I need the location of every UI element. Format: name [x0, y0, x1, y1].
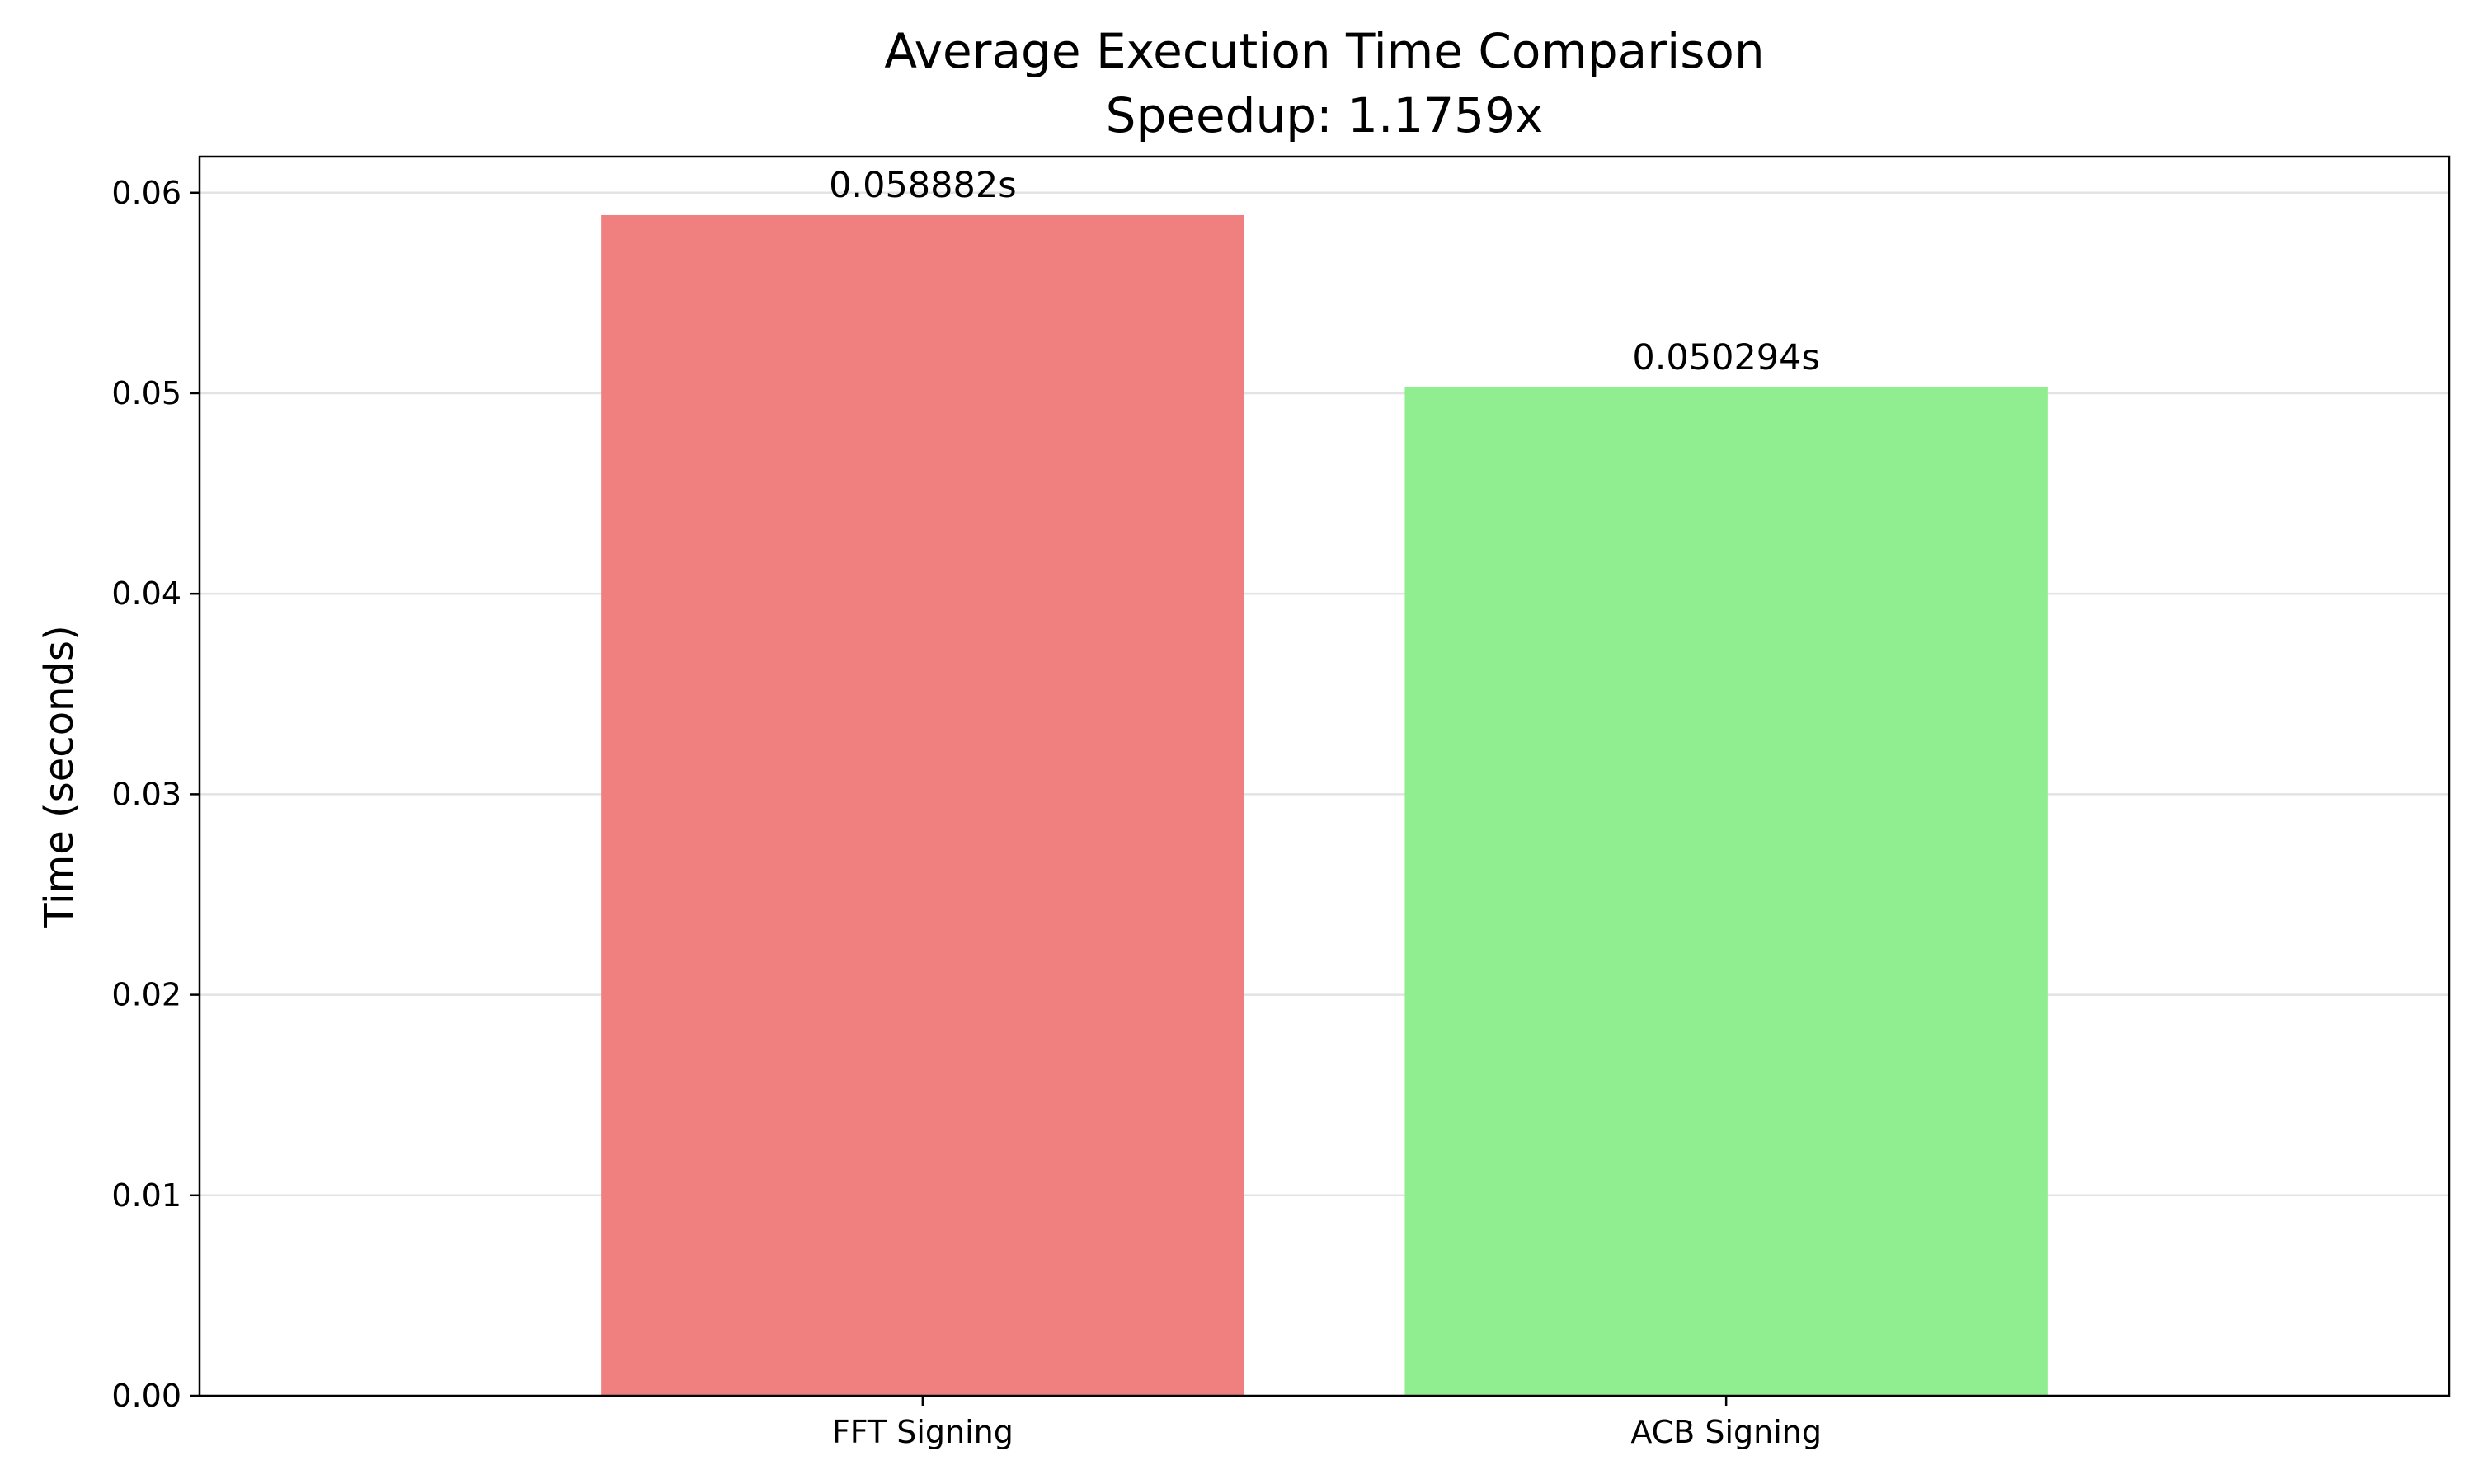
y-tick-label: 0.02 — [111, 977, 181, 1013]
bars — [601, 214, 2048, 1397]
grid-lines — [200, 191, 2449, 1397]
y-tick-label: 0.06 — [111, 175, 181, 211]
plot-frame — [198, 155, 2451, 1397]
data-label: 0.058882s — [829, 165, 1017, 206]
y-tick-label: 0.05 — [111, 375, 181, 411]
chart-title-group: Average Execution Time Comparison Speedu… — [884, 23, 1764, 143]
chart-subtitle: Speedup: 1.1759x — [1106, 87, 1544, 143]
y-tick-label: 0.03 — [111, 776, 181, 812]
y-tick-label: 0.04 — [111, 575, 181, 612]
y-axis-label: Time (seconds) — [36, 625, 82, 928]
x-tick-label: FFT Signing — [832, 1414, 1014, 1450]
chart-title: Average Execution Time Comparison — [884, 23, 1764, 79]
bar-fft-signing — [601, 214, 1244, 1396]
bar-acb-signing — [1404, 387, 2048, 1397]
x-tick-label: ACB Signing — [1630, 1414, 1822, 1450]
y-axis-ticks: 0.00 0.01 0.02 0.03 0.04 0.05 0.06 — [111, 175, 200, 1414]
y-tick-label: 0.00 — [111, 1378, 181, 1414]
data-label: 0.050294s — [1632, 337, 1820, 378]
x-axis-ticks: FFT Signing ACB Signing — [832, 1396, 1822, 1450]
y-tick-label: 0.01 — [111, 1177, 181, 1214]
data-labels: 0.058882s 0.050294s — [829, 165, 1820, 378]
